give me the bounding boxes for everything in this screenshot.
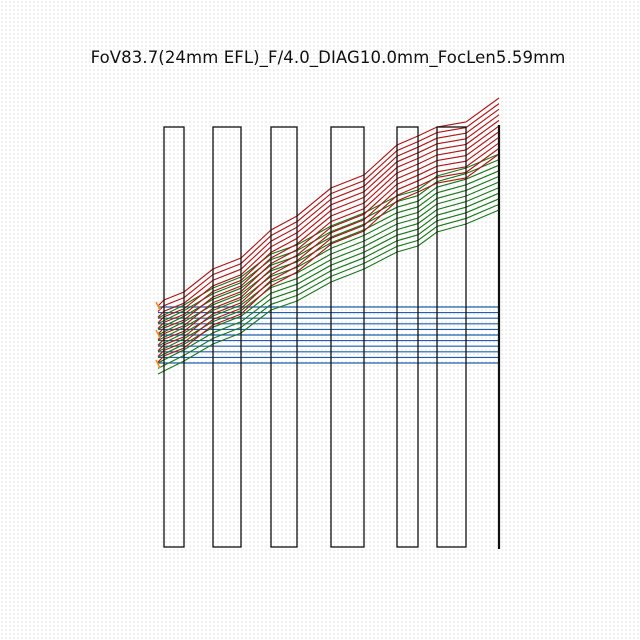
source-markers-layer [155, 301, 161, 369]
ray-mid-field [157, 209, 500, 375]
ray-full-field [157, 147, 500, 357]
ray-full-field [157, 119, 500, 329]
lens-element-3 [270, 126, 298, 548]
ray-full-field [157, 153, 500, 363]
ray-full-field [157, 114, 500, 324]
ray-mid-field [157, 187, 500, 353]
lens-element-1 [163, 126, 185, 548]
ray-full-field [157, 125, 500, 335]
lens-element-2 [212, 126, 242, 548]
ray-mid-field [157, 192, 500, 358]
lens-element-5 [396, 126, 419, 548]
ray-full-field [157, 108, 500, 318]
lens-element-6 [436, 126, 467, 548]
source-marker [155, 301, 161, 311]
source-marker [155, 359, 161, 369]
source-marker [155, 329, 161, 339]
ray-full-field [157, 142, 500, 352]
ray-full-field [157, 97, 500, 307]
lens-element-4 [330, 126, 365, 548]
ray-mid-field [157, 203, 500, 369]
ray-full-field [157, 103, 500, 313]
rays-layer [157, 97, 500, 375]
figure-title: FoV83.7(24mm EFL)_F/4.0_DIAG10.0mm_FocLe… [90, 48, 566, 67]
ray-full-field [157, 136, 500, 346]
ray-mid-field [157, 181, 500, 347]
lens-elements-layer [163, 125, 501, 549]
ray-full-field [157, 131, 500, 341]
ray-mid-field [157, 198, 500, 364]
